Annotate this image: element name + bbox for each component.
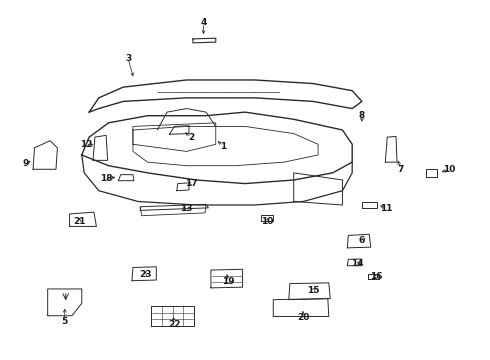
Text: 6: 6 bbox=[359, 236, 365, 245]
Text: 5: 5 bbox=[62, 316, 68, 325]
Text: 2: 2 bbox=[188, 132, 195, 141]
Text: 12: 12 bbox=[80, 140, 93, 149]
Text: 15: 15 bbox=[307, 286, 319, 295]
Text: 4: 4 bbox=[200, 18, 207, 27]
Text: 23: 23 bbox=[139, 270, 151, 279]
Text: 20: 20 bbox=[297, 313, 310, 322]
Text: 7: 7 bbox=[398, 165, 404, 174]
Text: 18: 18 bbox=[100, 174, 112, 183]
Text: 19: 19 bbox=[221, 277, 234, 286]
Text: 16: 16 bbox=[370, 272, 383, 281]
Text: 17: 17 bbox=[185, 179, 198, 188]
Text: 13: 13 bbox=[180, 204, 193, 213]
Text: 1: 1 bbox=[220, 141, 226, 150]
Text: 22: 22 bbox=[168, 320, 181, 329]
Text: 3: 3 bbox=[125, 54, 131, 63]
Text: 8: 8 bbox=[359, 111, 365, 120]
Text: 10: 10 bbox=[261, 217, 273, 226]
Text: 10: 10 bbox=[443, 165, 456, 174]
Text: 11: 11 bbox=[380, 204, 392, 213]
Text: 21: 21 bbox=[73, 217, 86, 226]
Text: 9: 9 bbox=[23, 159, 29, 168]
Text: 14: 14 bbox=[351, 260, 364, 269]
